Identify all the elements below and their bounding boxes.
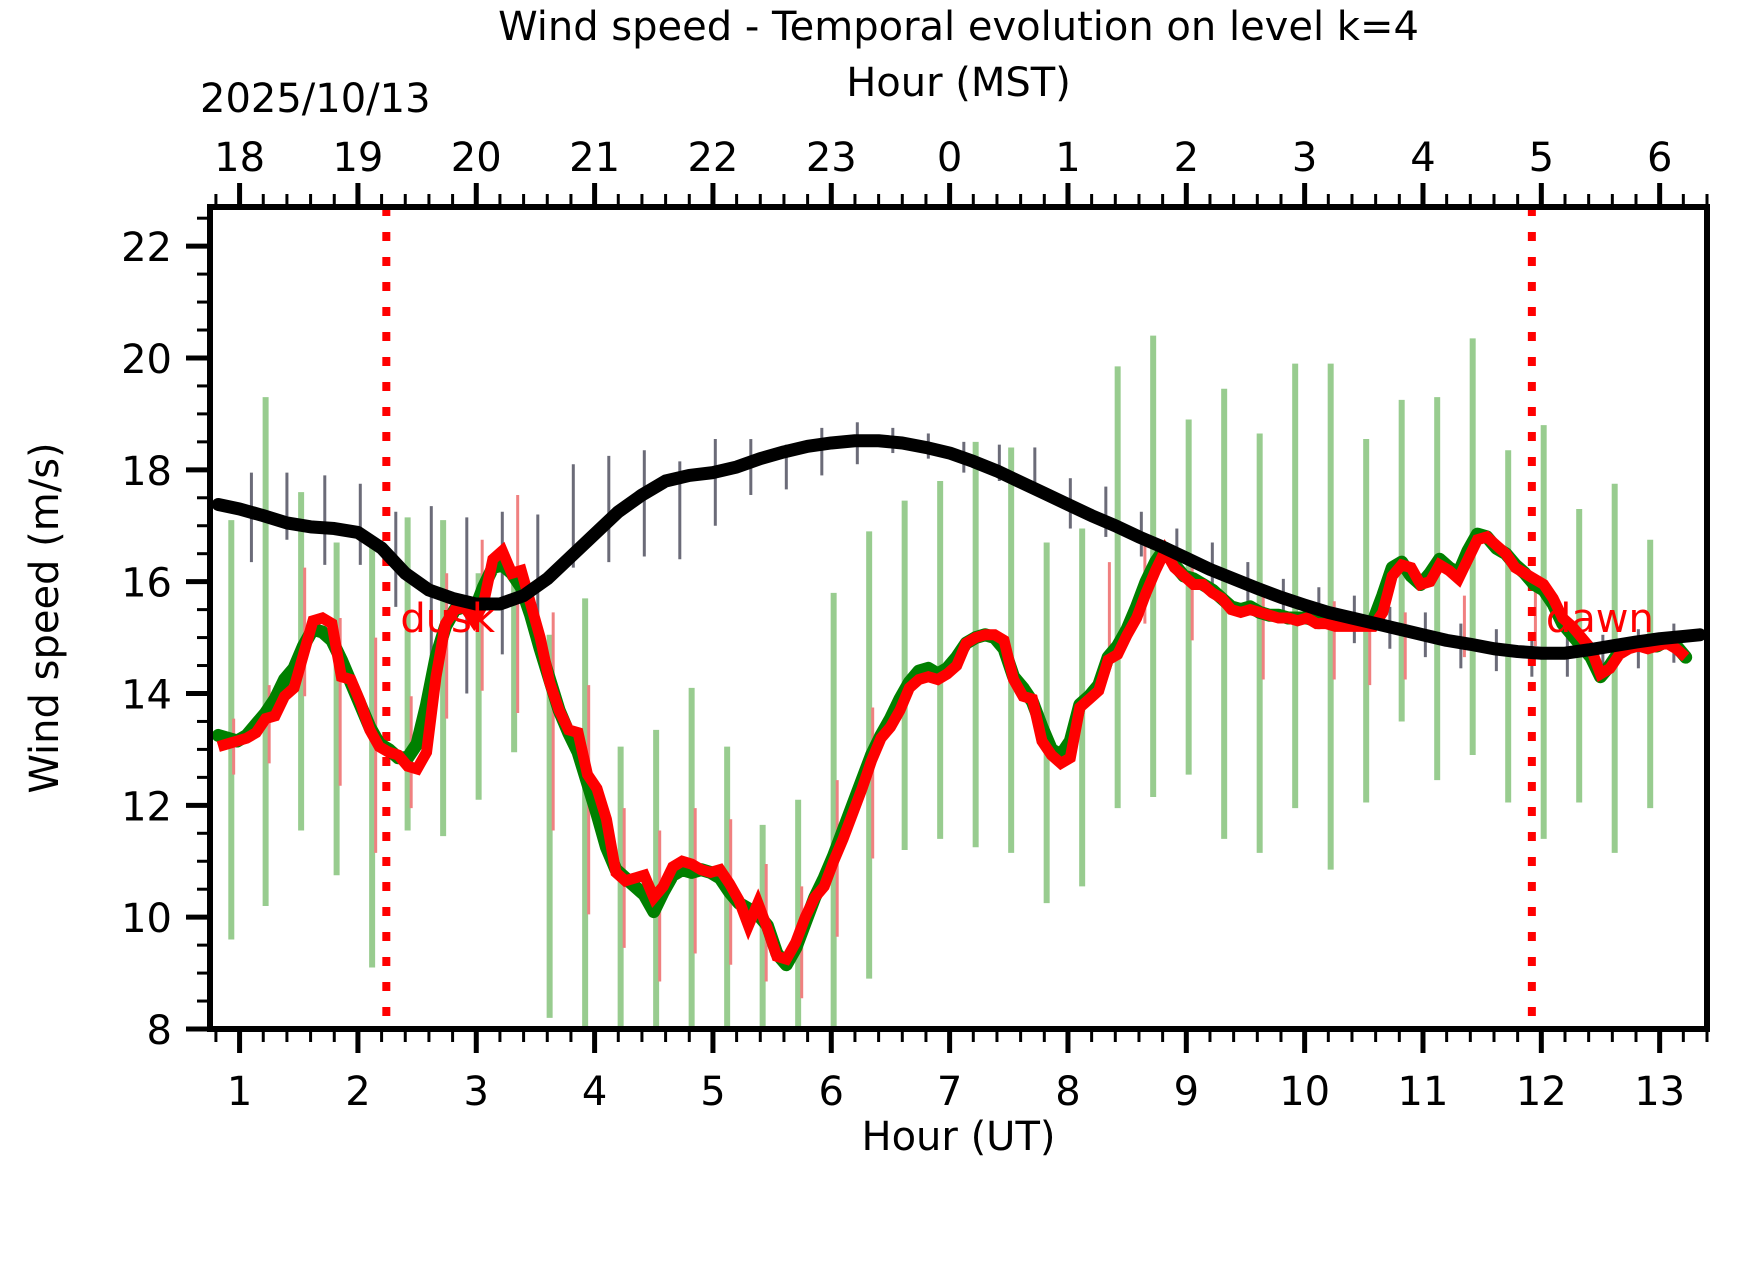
x-tick-label: 12 [1516, 1069, 1567, 1115]
x-tick-label: 2 [345, 1069, 370, 1115]
top-tick-label: 0 [937, 135, 962, 181]
top-tick-label: 18 [214, 135, 265, 181]
x-tick-label: 10 [1279, 1069, 1330, 1115]
y-tick-label: 16 [121, 561, 172, 607]
y-tick-label: 22 [121, 225, 172, 271]
climatology-line [211, 434, 1707, 660]
top-tick-label: 5 [1529, 135, 1554, 181]
x-tick-label: 13 [1634, 1069, 1685, 1115]
top-tick-label: 22 [687, 135, 738, 181]
x-tick-label: 5 [700, 1069, 725, 1115]
top-tick-label: 1 [1055, 135, 1080, 181]
plot-frame [207, 204, 1710, 1032]
annotations: dusk dawn [400, 596, 1653, 642]
x-tick-label: 8 [1055, 1069, 1080, 1115]
series-climatology [211, 434, 1707, 660]
top-tick-label: 3 [1292, 135, 1317, 181]
x-axis-label: Hour (UT) [862, 1114, 1056, 1160]
x-tick-label: 11 [1398, 1069, 1449, 1115]
top-axis-label: Hour (MST) [846, 60, 1071, 106]
y-tick-label: 14 [121, 672, 172, 718]
x-tick-label: 6 [819, 1069, 844, 1115]
x-tick-label: 1 [227, 1069, 252, 1115]
x-tick-label: 7 [937, 1069, 962, 1115]
annotation-dusk: dusk [400, 596, 496, 642]
top-tick-label: 19 [332, 135, 383, 181]
annotation-dawn: dawn [1546, 596, 1654, 642]
top-tick-label: 21 [569, 135, 620, 181]
x-tick-label: 9 [1174, 1069, 1199, 1115]
x-tick-label: 4 [582, 1069, 607, 1115]
top-tick-label: 23 [806, 135, 857, 181]
chart-labels: Wind speed - Temporal evolution on level… [22, 4, 1419, 1160]
y-axis-label: Wind speed (m/s) [22, 442, 68, 793]
top-tick-label: 6 [1647, 135, 1672, 181]
x-tick-label: 3 [464, 1069, 489, 1115]
y-tick-label: 20 [121, 337, 172, 383]
y-tick-label: 8 [147, 1008, 172, 1054]
y-tick-label: 12 [121, 784, 172, 830]
y-tick-label: 18 [121, 449, 172, 495]
date-label: 2025/10/13 [200, 76, 431, 122]
top-tick-label: 4 [1410, 135, 1435, 181]
chart-title: Wind speed - Temporal evolution on level… [498, 4, 1419, 50]
top-tick-label: 20 [451, 135, 502, 181]
y-tick-label: 10 [121, 896, 172, 942]
top-tick-label: 2 [1174, 135, 1199, 181]
